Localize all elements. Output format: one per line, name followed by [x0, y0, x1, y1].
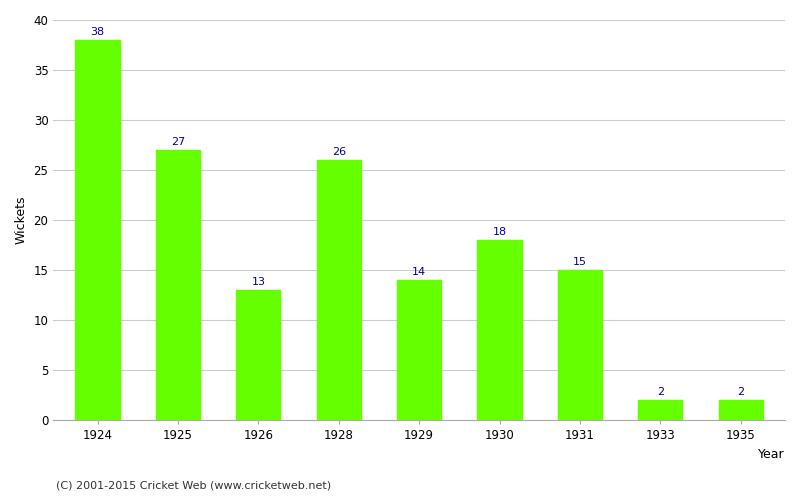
Bar: [236, 290, 281, 420]
Bar: [638, 400, 682, 420]
Y-axis label: Wickets: Wickets: [15, 196, 28, 244]
Bar: [317, 160, 361, 420]
Text: (C) 2001-2015 Cricket Web (www.cricketweb.net): (C) 2001-2015 Cricket Web (www.cricketwe…: [56, 480, 331, 490]
Text: Year: Year: [758, 448, 785, 461]
Bar: [156, 150, 200, 420]
Text: 38: 38: [90, 27, 105, 37]
Text: 2: 2: [657, 387, 664, 397]
Text: 27: 27: [170, 137, 185, 147]
Text: 13: 13: [251, 277, 266, 287]
Text: 2: 2: [738, 387, 744, 397]
Bar: [558, 270, 602, 420]
Text: 15: 15: [573, 257, 587, 267]
Text: 18: 18: [493, 227, 506, 237]
Bar: [397, 280, 442, 420]
Text: 14: 14: [412, 267, 426, 277]
Bar: [478, 240, 522, 420]
Bar: [718, 400, 763, 420]
Bar: [75, 40, 120, 420]
Text: 26: 26: [332, 147, 346, 157]
